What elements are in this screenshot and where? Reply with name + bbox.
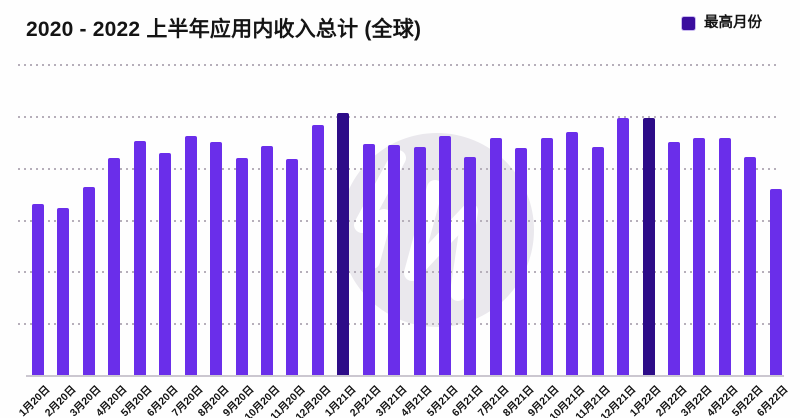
- x-tick-label-15: 3月21日: [373, 383, 410, 418]
- bar-20[interactable]: [515, 147, 528, 375]
- bar-30[interactable]: [769, 189, 782, 375]
- x-tick-label-27: 3月22日: [678, 383, 715, 418]
- x-tick-label-10: 10月20日: [242, 383, 282, 418]
- bar-4[interactable]: [108, 157, 121, 375]
- x-tick-label-12: 12月20日: [292, 383, 333, 418]
- x-tick-label-5: 5月20日: [118, 383, 155, 418]
- bar-highlighted-13[interactable]: [337, 113, 350, 375]
- bar-23[interactable]: [591, 147, 604, 375]
- bar-22[interactable]: [566, 132, 579, 375]
- bar-8[interactable]: [210, 142, 223, 375]
- bars-container: [32, 64, 782, 375]
- x-tick-label-19: 7月21日: [475, 383, 511, 418]
- x-tick-label-26: 2月22日: [653, 383, 690, 418]
- bar-9[interactable]: [235, 157, 248, 375]
- bar-24[interactable]: [617, 118, 630, 375]
- gridline: [18, 64, 780, 66]
- bar-14[interactable]: [362, 143, 375, 375]
- x-tick-label-17: 5月21日: [424, 383, 461, 418]
- bar-2[interactable]: [57, 208, 70, 375]
- bar-3[interactable]: [82, 186, 95, 375]
- x-tick-label-30: 6月22日: [755, 383, 791, 418]
- x-tick-label-7: 7月20日: [169, 383, 206, 418]
- page-title: 2020 - 2022 上半年应用内收入总计 (全球): [26, 18, 422, 41]
- bar-11[interactable]: [286, 158, 299, 375]
- x-tick-label-8: 8月20日: [195, 383, 232, 418]
- bar-21[interactable]: [540, 138, 553, 375]
- x-tick-label-22: 10月21日: [547, 383, 588, 418]
- x-tick-label-6: 6月20日: [144, 383, 181, 418]
- bar-15[interactable]: [388, 144, 401, 375]
- x-tick-label-18: 6月21日: [449, 383, 486, 418]
- bar-26[interactable]: [667, 142, 680, 375]
- x-tick-label-21: 9月21日: [526, 383, 562, 418]
- x-tick-label-1: 1月20日: [17, 383, 53, 418]
- bar-27[interactable]: [693, 138, 706, 375]
- x-tick-label-4: 4月20日: [93, 383, 130, 418]
- gridline: [18, 115, 780, 118]
- legend-swatch-icon: [682, 16, 695, 30]
- x-tick-label-20: 8月21日: [500, 383, 537, 418]
- bar-29[interactable]: [744, 157, 757, 375]
- x-tick-label-24: 12月21日: [598, 383, 639, 418]
- x-tick-label-3: 3月20日: [68, 383, 104, 418]
- legend-item-highest-month[interactable]: 最高月份: [682, 16, 762, 31]
- bar-28[interactable]: [718, 138, 731, 375]
- bar-16[interactable]: [413, 147, 426, 375]
- legend-label: 最高月份: [704, 15, 762, 31]
- bar-18[interactable]: [464, 157, 477, 375]
- x-tick-label-25: 1月22日: [627, 383, 664, 418]
- x-tick-label-14: 2月21日: [347, 383, 384, 418]
- bar-highlighted-25[interactable]: [642, 118, 655, 375]
- bar-7[interactable]: [184, 136, 197, 375]
- x-tick-label-13: 1月21日: [322, 383, 359, 418]
- x-tick-label-9: 9月20日: [220, 383, 257, 418]
- bar-5[interactable]: [133, 141, 146, 375]
- bar-1[interactable]: [32, 203, 44, 375]
- x-tick-label-28: 4月22日: [704, 383, 741, 418]
- bar-6[interactable]: [159, 152, 172, 375]
- x-tick-label-16: 4月21日: [398, 383, 435, 418]
- bar-19[interactable]: [489, 138, 502, 375]
- x-tick-label-23: 11月21日: [573, 383, 613, 418]
- bar-12[interactable]: [311, 124, 324, 375]
- x-tick-label-2: 2月20日: [42, 383, 79, 418]
- x-tick-label-11: 11月20日: [267, 383, 308, 418]
- bar-10[interactable]: [260, 146, 273, 375]
- x-axis-line: [26, 375, 784, 377]
- x-tick-label-29: 5月22日: [729, 383, 766, 418]
- bar-17[interactable]: [439, 136, 451, 375]
